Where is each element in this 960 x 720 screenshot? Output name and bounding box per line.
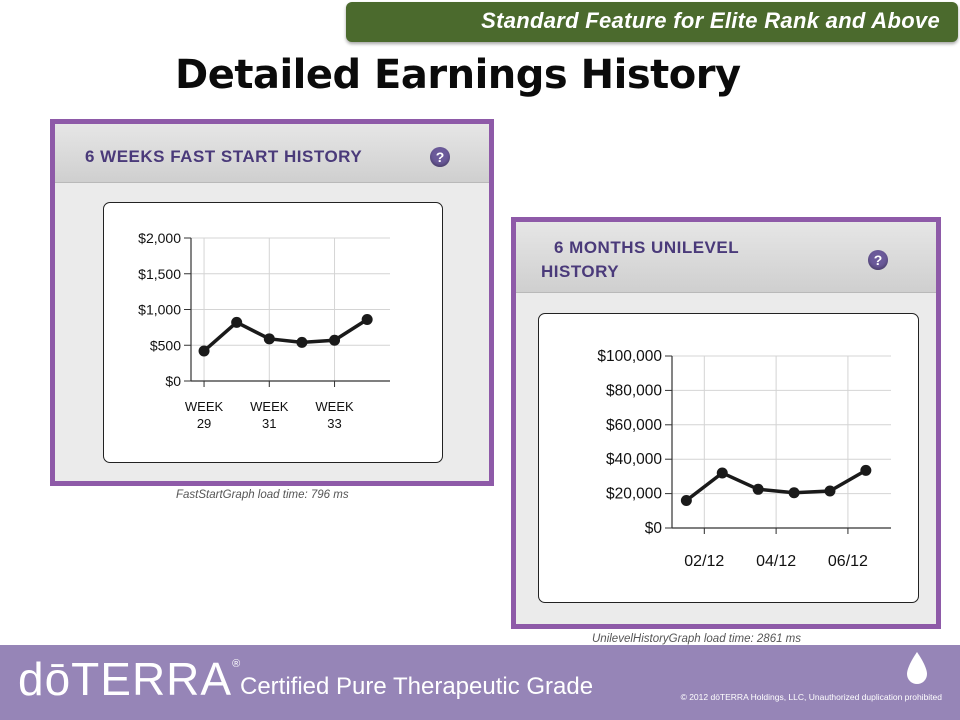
unilevel-load-time: UnilevelHistoryGraph load time: 2861 ms	[592, 633, 802, 645]
x-tick-label: WEEK	[315, 399, 354, 414]
y-tick-label: $1,000	[138, 302, 181, 318]
registered-mark: ®	[232, 658, 242, 670]
unilevel-panel-title-line2: HISTORY	[541, 262, 620, 281]
unilevel-panel-title-line1: 6 MONTHS UNILEVEL	[554, 238, 740, 257]
fast-start-chart: $0 $500 $1,000 $1,500 $2,000 WEEK 29 WEEK 31 WEEK…	[103, 202, 443, 463]
tagline: Certified Pure Therapeutic Grade	[240, 673, 594, 700]
fast-start-chart-svg: $0 $500 $1,000 $1,500 $2,000 WEEK 29 WEEK 31 WEEK…	[138, 230, 390, 431]
fast-start-panel: 6 WEEKS FAST START HISTORY ? $0 $500 $1,00…	[50, 119, 494, 486]
data-point	[361, 314, 373, 326]
data-point	[263, 333, 275, 345]
data-point	[296, 336, 308, 348]
series-line	[202, 318, 369, 353]
y-tick-label: $100,000	[597, 348, 662, 365]
data-point	[824, 485, 836, 497]
footer-bar	[0, 645, 960, 720]
x-tick-label: 31	[262, 416, 276, 431]
y-tick-label: $0	[165, 373, 181, 389]
unilevel-chart-svg: $0 $20,000 $40,000 $60,000 $80,000 $100,000 02…	[597, 348, 891, 570]
fast-start-load-time: FastStartGraph load time: 796 ms	[176, 489, 349, 501]
data-point	[198, 345, 210, 357]
x-tick-label: 04/12	[756, 553, 796, 570]
y-tick-label: $1,500	[138, 266, 181, 282]
x-tick-label: 06/12	[828, 553, 868, 570]
y-tick-label: $60,000	[606, 417, 662, 434]
data-point	[752, 483, 764, 495]
question-circle-icon[interactable]: ?	[430, 147, 450, 167]
doterra-logo: dōTERRA®	[18, 652, 241, 706]
x-tick-label: WEEK	[250, 399, 289, 414]
data-point	[788, 487, 800, 499]
y-tick-label: $0	[645, 520, 663, 537]
fast-start-panel-title: 6 WEEKS FAST START HISTORY	[85, 147, 363, 166]
data-point	[680, 494, 692, 506]
x-tick-label: 02/12	[684, 553, 724, 570]
fast-start-panel-header: 6 WEEKS FAST START HISTORY ?	[55, 124, 489, 183]
page-title: Detailed Earnings History	[175, 52, 741, 98]
unilevel-panel: 6 MONTHS UNILEVEL HISTORY ? $0 $20,000 $40…	[511, 217, 941, 629]
y-tick-label: $40,000	[606, 451, 662, 468]
data-point	[231, 316, 243, 328]
copyright-notice: © 2012 dōTERRA Holdings, LLC, Unauthoriz…	[680, 692, 942, 702]
data-point	[716, 467, 728, 479]
x-tick-label: 33	[327, 416, 341, 431]
y-tick-label: $20,000	[606, 486, 662, 503]
unilevel-panel-header: 6 MONTHS UNILEVEL HISTORY ?	[516, 222, 936, 293]
x-tick-label: WEEK	[185, 399, 224, 414]
logo-text: dōTERRA	[18, 653, 233, 705]
y-tick-label: $500	[150, 337, 181, 353]
data-point	[329, 334, 341, 346]
question-circle-icon[interactable]: ?	[868, 250, 888, 270]
y-tick-label: $80,000	[606, 382, 662, 399]
rank-feature-banner: Standard Feature for Elite Rank and Abov…	[346, 2, 958, 42]
banner-text: Standard Feature for Elite Rank and Abov…	[481, 8, 940, 33]
data-point	[860, 464, 872, 476]
x-tick-label: 29	[197, 416, 211, 431]
series-line	[685, 468, 867, 502]
unilevel-chart: $0 $20,000 $40,000 $60,000 $80,000 $100,000 02…	[538, 313, 919, 603]
y-tick-label: $2,000	[138, 230, 181, 246]
droplet-icon	[907, 652, 927, 684]
